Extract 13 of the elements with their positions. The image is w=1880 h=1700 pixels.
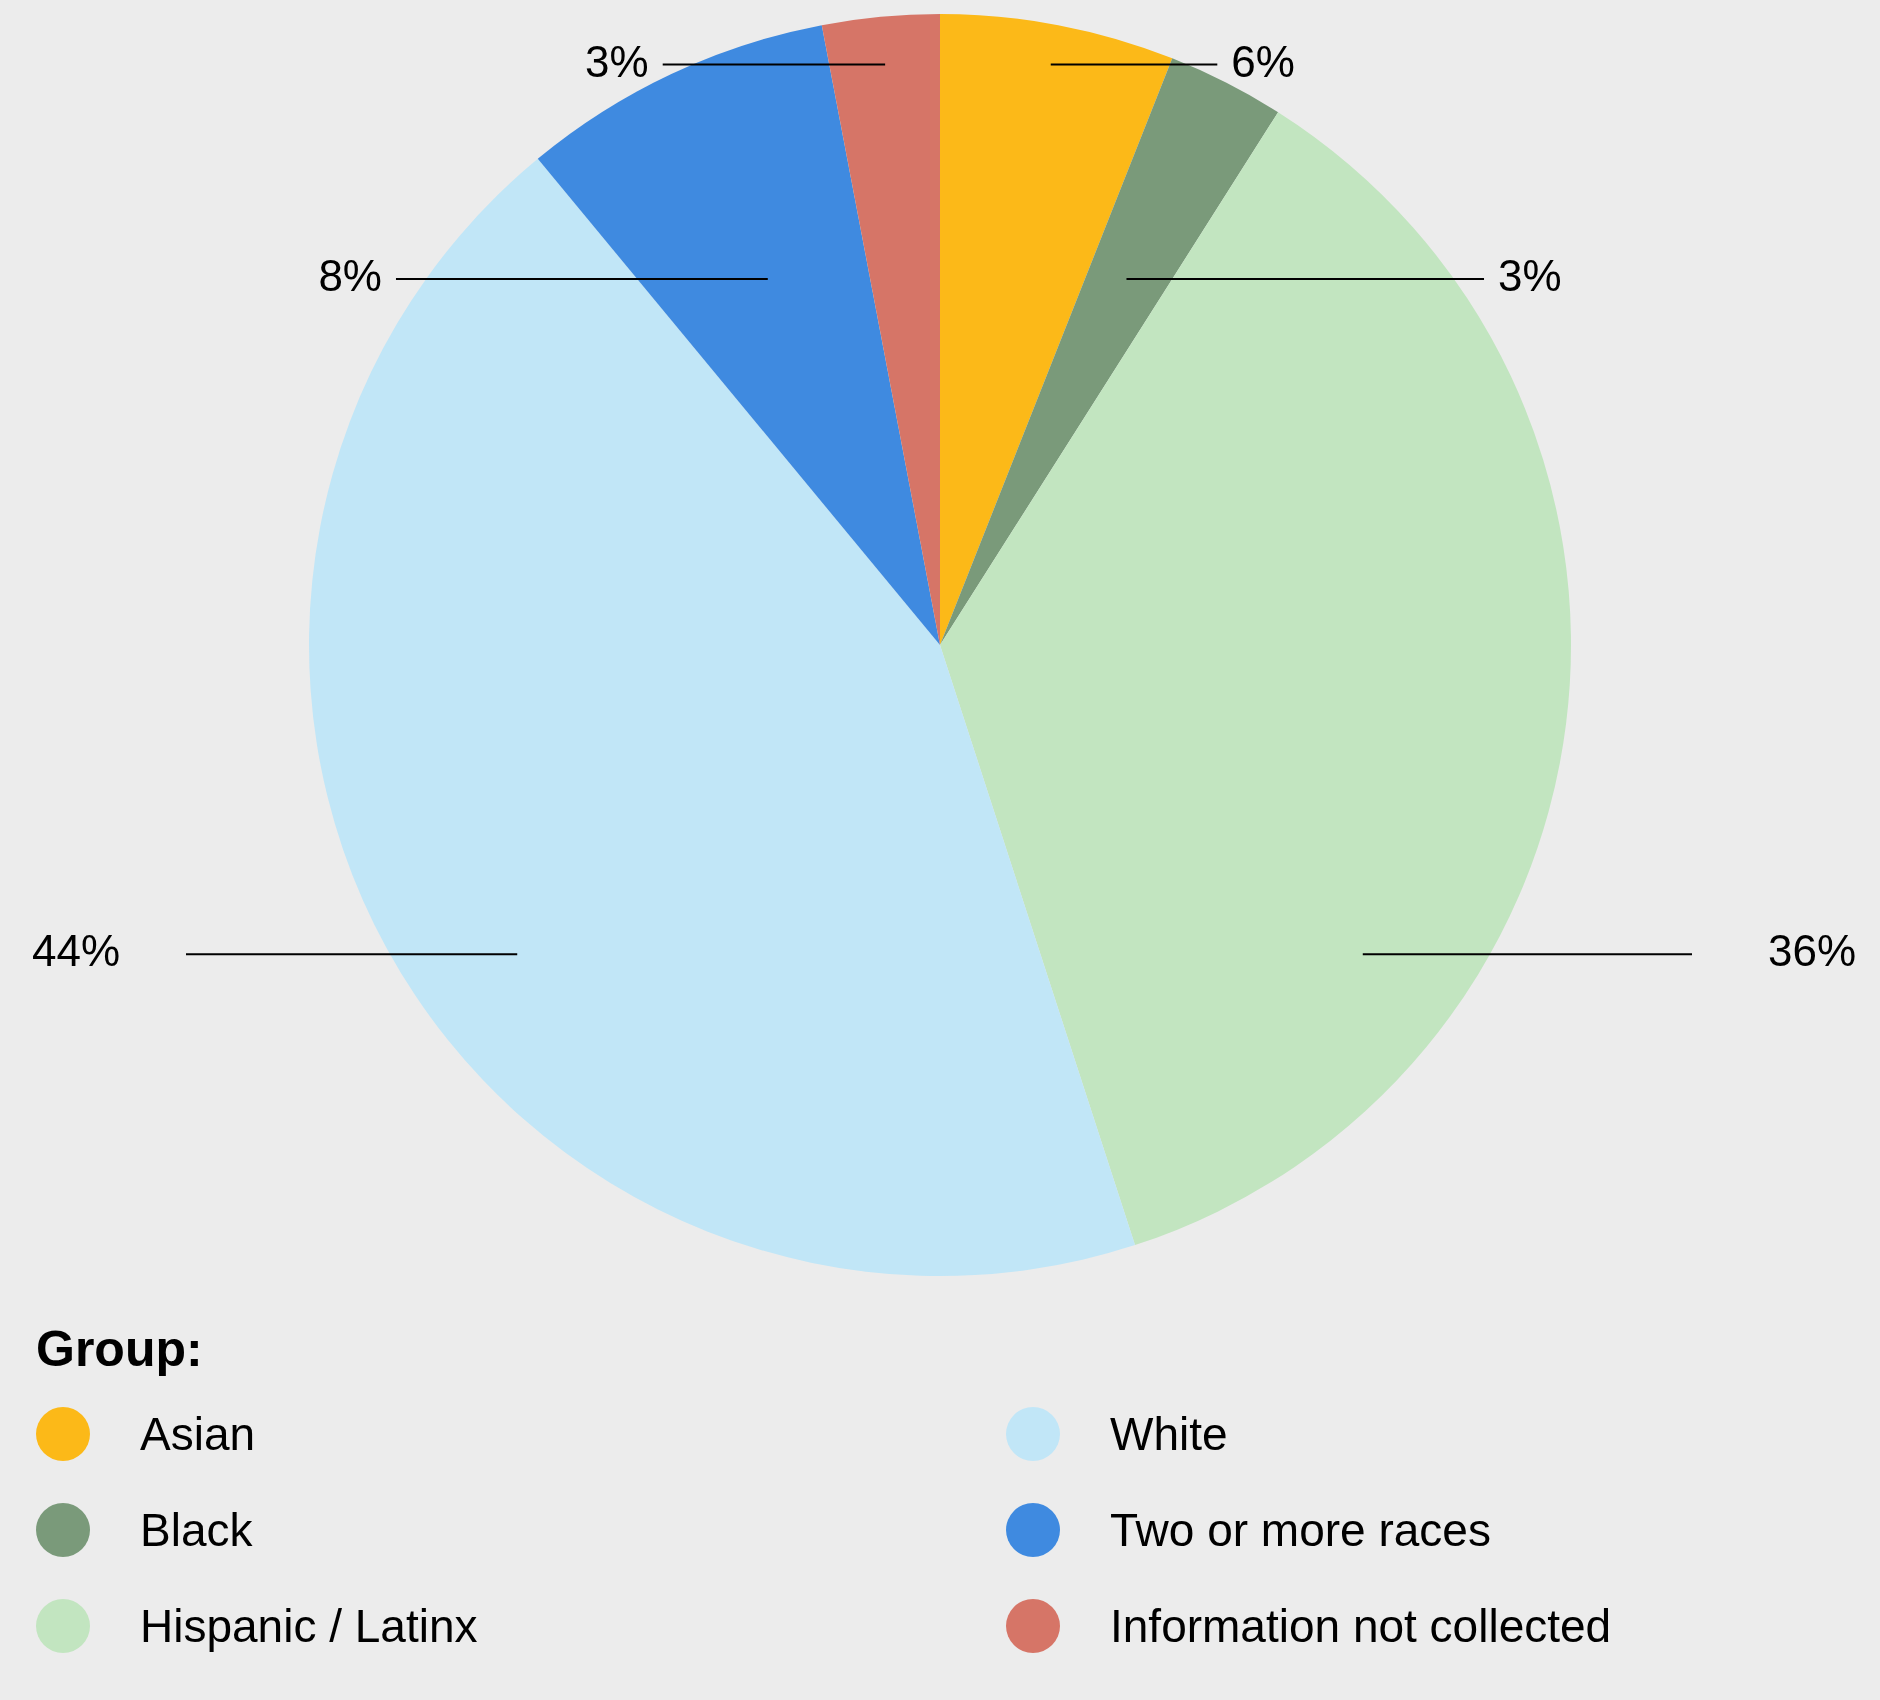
legend-label: White xyxy=(1110,1407,1228,1461)
data-label: 44% xyxy=(32,926,121,976)
data-label: 3% xyxy=(1498,251,1562,301)
data-label: 6% xyxy=(1231,36,1295,86)
data-label: 8% xyxy=(318,251,382,301)
legend-label: Hispanic / Latinx xyxy=(140,1599,478,1653)
legend-label: Asian xyxy=(140,1407,256,1461)
legend-label: Information not collected xyxy=(1110,1599,1612,1653)
legend-label: Black xyxy=(140,1503,253,1557)
data-label: 3% xyxy=(585,36,649,86)
data-label: 36% xyxy=(1768,926,1857,976)
legend-label: Two or more races xyxy=(1110,1503,1491,1557)
legend-title: Group: xyxy=(36,1320,204,1378)
